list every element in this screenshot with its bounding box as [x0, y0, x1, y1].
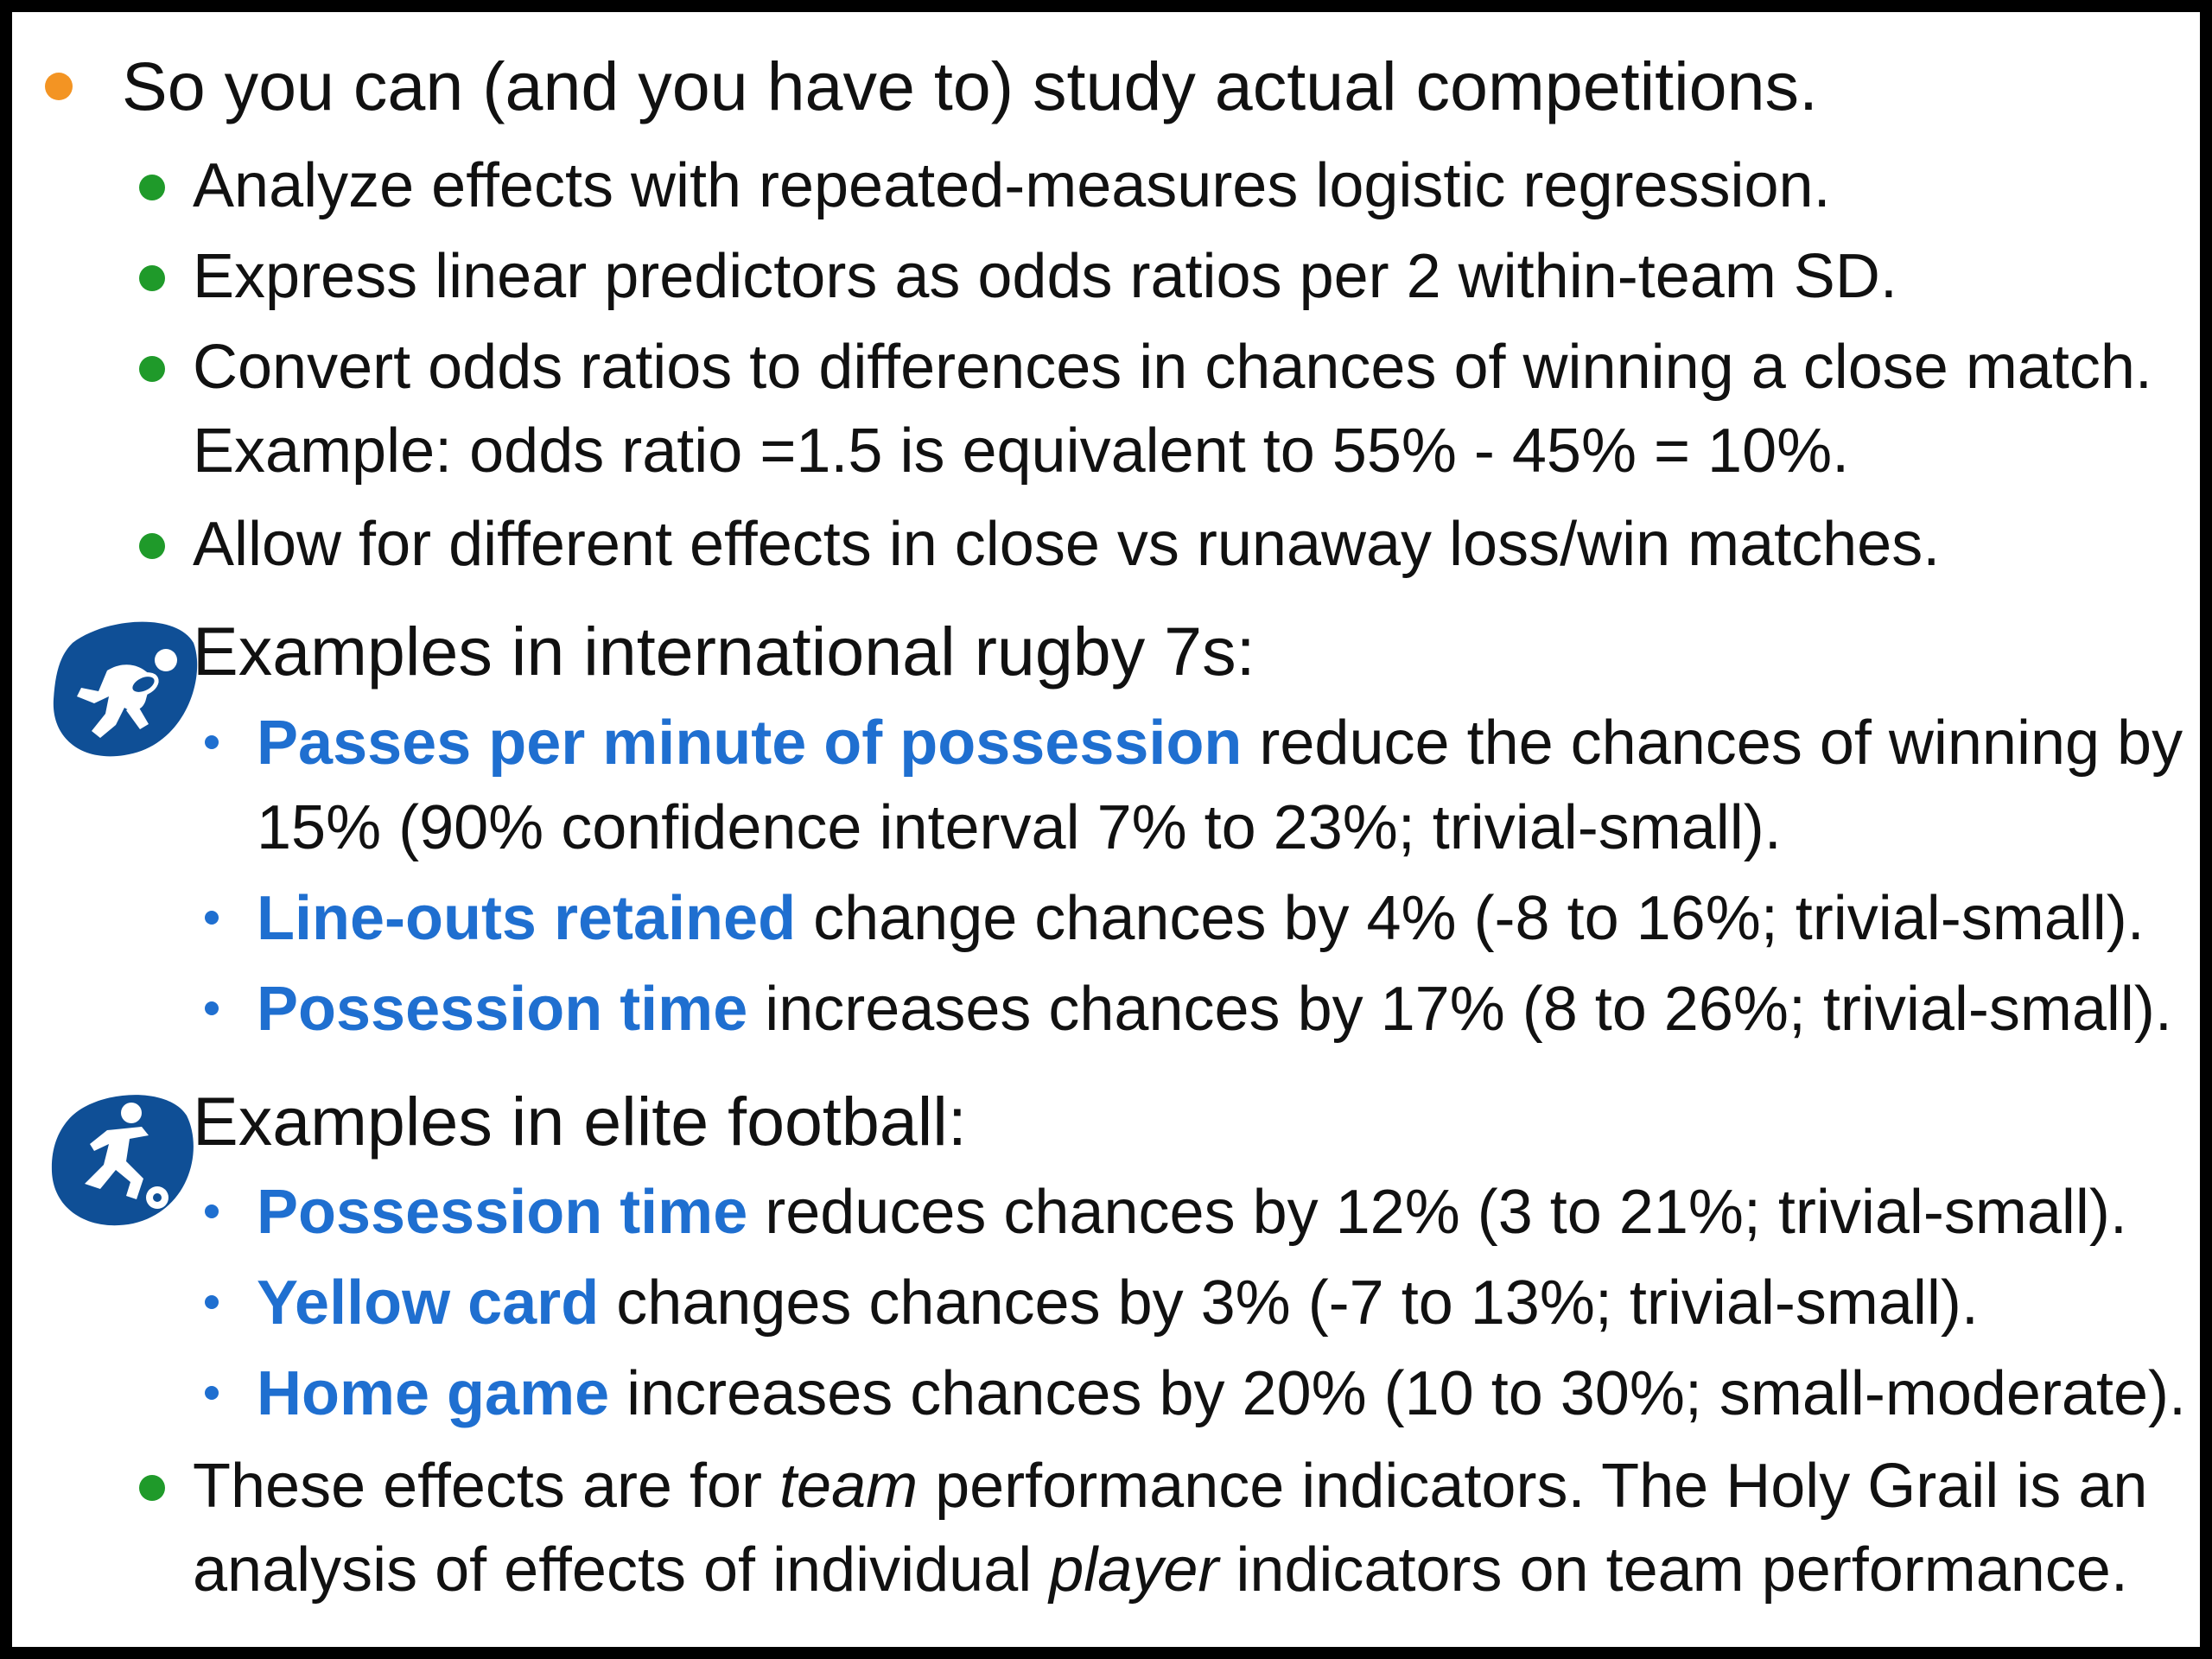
- green-bullet-icon: [139, 175, 165, 200]
- rugby-heading: Examples in international rugby 7s:: [193, 613, 1255, 690]
- green-bullet-icon: [139, 533, 165, 559]
- rugby-item-passes-rest: reduce the chances of winning by: [1242, 709, 2183, 778]
- closing-emphasis-team: team: [779, 1452, 918, 1521]
- blue-bullet-icon: [205, 1205, 219, 1218]
- football-item-yellow-card-rest: changes chances by 3% (-7 to 13%; trivia…: [599, 1268, 1979, 1338]
- sub-bullet-express: Express linear predictors as odds ratios…: [193, 242, 1897, 311]
- closing-emphasis-player: player: [1049, 1535, 1219, 1605]
- rugby-item-possession-rest: increases chances by 17% (8 to 26%; triv…: [747, 975, 2172, 1044]
- rugby-item-lineouts-highlight: Line-outs retained: [257, 884, 797, 953]
- blue-bullet-icon: [205, 735, 219, 749]
- blue-bullet-icon: [205, 1386, 219, 1400]
- rugby-item-passes: Passes per minute of possession reduce t…: [257, 712, 2183, 774]
- sub-bullet-allow: Allow for different effects in close vs …: [193, 510, 1941, 579]
- football-heading: Examples in elite football:: [193, 1083, 967, 1160]
- rugby-item-possession: Possession time increases chances by 17%…: [257, 978, 2172, 1040]
- closing-line-2-end: indicators on team performance.: [1218, 1535, 2128, 1605]
- rugby-sevens-icon: [53, 621, 198, 757]
- rugby-item-passes-line2: 15% (90% confidence interval 7% to 23%; …: [257, 793, 1782, 862]
- football-item-home-game-rest: increases chances by 20% (10 to 30%; sma…: [609, 1359, 2186, 1428]
- green-bullet-icon: [139, 356, 165, 382]
- closing-line-2: analysis of effects of individual player…: [193, 1539, 2128, 1601]
- rugby-item-lineouts-rest: change chances by 4% (-8 to 16%; trivial…: [796, 884, 2145, 953]
- slide: So you can (and you have to) study actua…: [12, 12, 2200, 1647]
- football-item-home-game-highlight: Home game: [257, 1359, 610, 1428]
- football-item-possession: Possession time reduces chances by 12% (…: [257, 1181, 2127, 1243]
- blue-bullet-icon: [205, 911, 219, 925]
- blue-bullet-icon: [205, 1001, 219, 1015]
- football-item-yellow-card: Yellow card changes chances by 3% (-7 to…: [257, 1272, 1979, 1334]
- football-icon: [51, 1095, 194, 1226]
- blue-bullet-icon: [205, 1295, 219, 1309]
- rugby-item-possession-highlight: Possession time: [257, 975, 748, 1044]
- closing-line-1: These effects are for team performance i…: [193, 1455, 2147, 1517]
- closing-line-1-start: These effects are for: [193, 1452, 780, 1521]
- rugby-item-passes-highlight: Passes per minute of possession: [257, 709, 1243, 778]
- football-item-possession-highlight: Possession time: [257, 1178, 748, 1247]
- football-item-yellow-card-highlight: Yellow card: [257, 1268, 600, 1338]
- main-bullet-text: So you can (and you have to) study actua…: [122, 48, 1818, 124]
- sub-bullet-convert-example: Example: odds ratio =1.5 is equivalent t…: [193, 416, 1850, 486]
- football-item-possession-rest: reduces chances by 12% (3 to 21%; trivia…: [747, 1178, 2127, 1247]
- green-bullet-icon: [139, 265, 165, 291]
- sub-bullet-convert: Convert odds ratios to differences in ch…: [193, 333, 2152, 402]
- football-item-home-game: Home game increases chances by 20% (10 t…: [257, 1363, 2186, 1425]
- closing-line-2-start: analysis of effects of individual: [193, 1535, 1050, 1605]
- closing-line-1-end: performance indicators. The Holy Grail i…: [918, 1452, 2148, 1521]
- rugby-item-lineouts: Line-outs retained change chances by 4% …: [257, 887, 2145, 950]
- orange-bullet-icon: [45, 73, 73, 100]
- green-bullet-icon: [139, 1475, 165, 1501]
- sub-bullet-analyze: Analyze effects with repeated-measures l…: [193, 151, 1831, 220]
